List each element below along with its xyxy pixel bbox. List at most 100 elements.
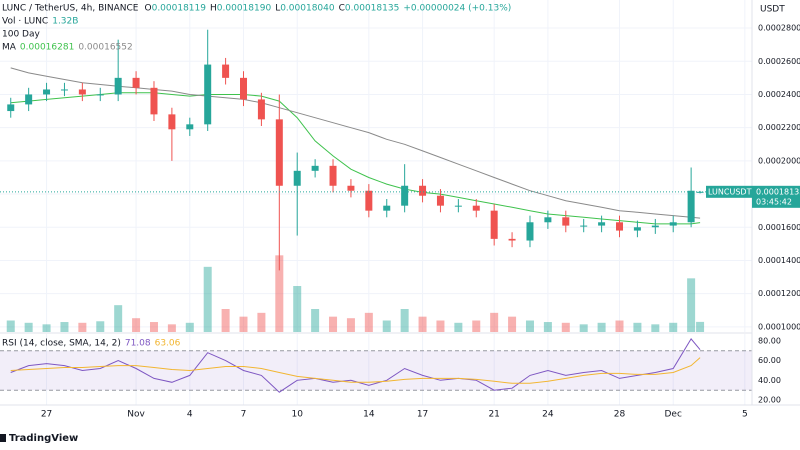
- volume-bar: [78, 322, 87, 332]
- volume-bar: [239, 316, 248, 332]
- volume-bar: [167, 324, 176, 332]
- price-tag-text: 0.00018135: [756, 187, 800, 196]
- volume-bar: [669, 322, 678, 332]
- x-tick-label: 4: [187, 410, 193, 420]
- volume-bar: [293, 286, 302, 332]
- rsi-legend-value: 71.08: [125, 339, 151, 349]
- candle-body: [508, 238, 516, 241]
- x-tick-label: Nov: [127, 410, 145, 420]
- candle-body: [329, 165, 337, 186]
- candle-body: [78, 89, 86, 95]
- candle-body: [96, 94, 104, 96]
- volume-bar: [687, 278, 696, 332]
- change-value: +0.00000024 (+0.13%): [403, 4, 511, 14]
- candle-body: [562, 217, 570, 226]
- volume-bar: [6, 320, 15, 332]
- volume-bar: [472, 320, 481, 332]
- candle-body: [580, 225, 588, 227]
- candle-body: [651, 225, 659, 228]
- y-tick-label: 40.00: [758, 376, 781, 385]
- x-tick-label: 5: [742, 410, 748, 420]
- y-tick-label: 20.00: [758, 396, 781, 405]
- candle-body: [687, 190, 695, 223]
- candle-body: [490, 210, 498, 239]
- volume-bar: [114, 305, 123, 332]
- ma-legend-value: 0.00016552: [78, 43, 132, 53]
- candle-body: [311, 165, 319, 171]
- symbol-tag: [706, 185, 752, 198]
- symbol-tag-text: LUNCUSDT: [708, 187, 752, 196]
- candle-body: [25, 94, 33, 105]
- candle-body: [454, 205, 462, 207]
- candle-body: [616, 222, 624, 231]
- x-tick-label: 21: [488, 410, 499, 420]
- volume-bar: [221, 309, 230, 332]
- candle-body: [472, 205, 480, 211]
- ohlc-value: 0.00018119: [152, 4, 207, 14]
- candle-body: [222, 64, 230, 78]
- volume-bar: [525, 320, 534, 332]
- candle-body: [383, 205, 391, 211]
- x-tick-label: 7: [241, 410, 247, 420]
- candle-body: [696, 191, 704, 193]
- y-tick-label: 0.00028000: [758, 24, 800, 33]
- ohlc-value: 0.00018040: [280, 4, 335, 14]
- symbol-title: LUNC / TetherUS, 4h, BINANCE: [2, 4, 139, 14]
- ohlc-value: 0.00018135: [345, 4, 399, 14]
- moving-average-line: [10, 92, 701, 225]
- candle-body: [240, 77, 248, 100]
- volume-bar: [508, 316, 517, 332]
- y-tick-label: 60.00: [758, 356, 781, 365]
- candle-body: [168, 114, 176, 130]
- volume-bar: [400, 309, 409, 332]
- volume-bar: [149, 322, 158, 332]
- volume-bar: [329, 316, 338, 332]
- volume-bar: [132, 318, 141, 332]
- volume-bar: [382, 320, 391, 332]
- ma-legend: MA: [2, 43, 17, 53]
- candle-body: [436, 195, 444, 206]
- x-tick-label: 14: [363, 410, 375, 420]
- rsi-legend-value: 63.06: [155, 339, 181, 349]
- volume-bar: [311, 309, 320, 332]
- volume-bar: [561, 322, 570, 332]
- x-tick-label: Dec: [665, 410, 682, 420]
- rsi-sma-line: [10, 357, 701, 384]
- x-tick-label: 28: [614, 410, 626, 420]
- candle-body: [526, 222, 534, 241]
- volume-legend-value: 1.32B: [52, 17, 78, 27]
- price-tag: [752, 185, 800, 208]
- ohlc-key: L: [275, 4, 280, 14]
- brand-name: TradingView: [9, 433, 78, 444]
- countdown-text: 03:45:42: [756, 197, 792, 206]
- volume-legend: Vol · LUNC: [2, 17, 48, 27]
- candle-body: [132, 77, 140, 88]
- volume-bar: [615, 320, 624, 332]
- candle-body: [275, 119, 283, 186]
- candle-body: [60, 89, 68, 91]
- candle-body: [365, 190, 373, 211]
- volume-bar: [651, 324, 660, 332]
- x-tick-label: 10: [291, 410, 303, 420]
- ohlc-key: H: [210, 4, 217, 14]
- candle-body: [598, 222, 606, 226]
- ohlc-key: O: [145, 4, 152, 14]
- candle-body: [293, 170, 301, 186]
- axis-label: USDT: [760, 5, 785, 15]
- candle-body: [7, 104, 15, 112]
- brand-logo: [0, 434, 6, 442]
- candle-body: [401, 185, 409, 206]
- candle-body: [186, 124, 194, 130]
- candle-body: [544, 217, 552, 223]
- y-tick-label: 80.00: [758, 336, 781, 345]
- candle-body: [347, 185, 355, 191]
- candle-body: [204, 64, 212, 125]
- ohlc-key: C: [339, 4, 345, 14]
- candle-body: [669, 222, 677, 226]
- moving-average-line: [10, 67, 701, 219]
